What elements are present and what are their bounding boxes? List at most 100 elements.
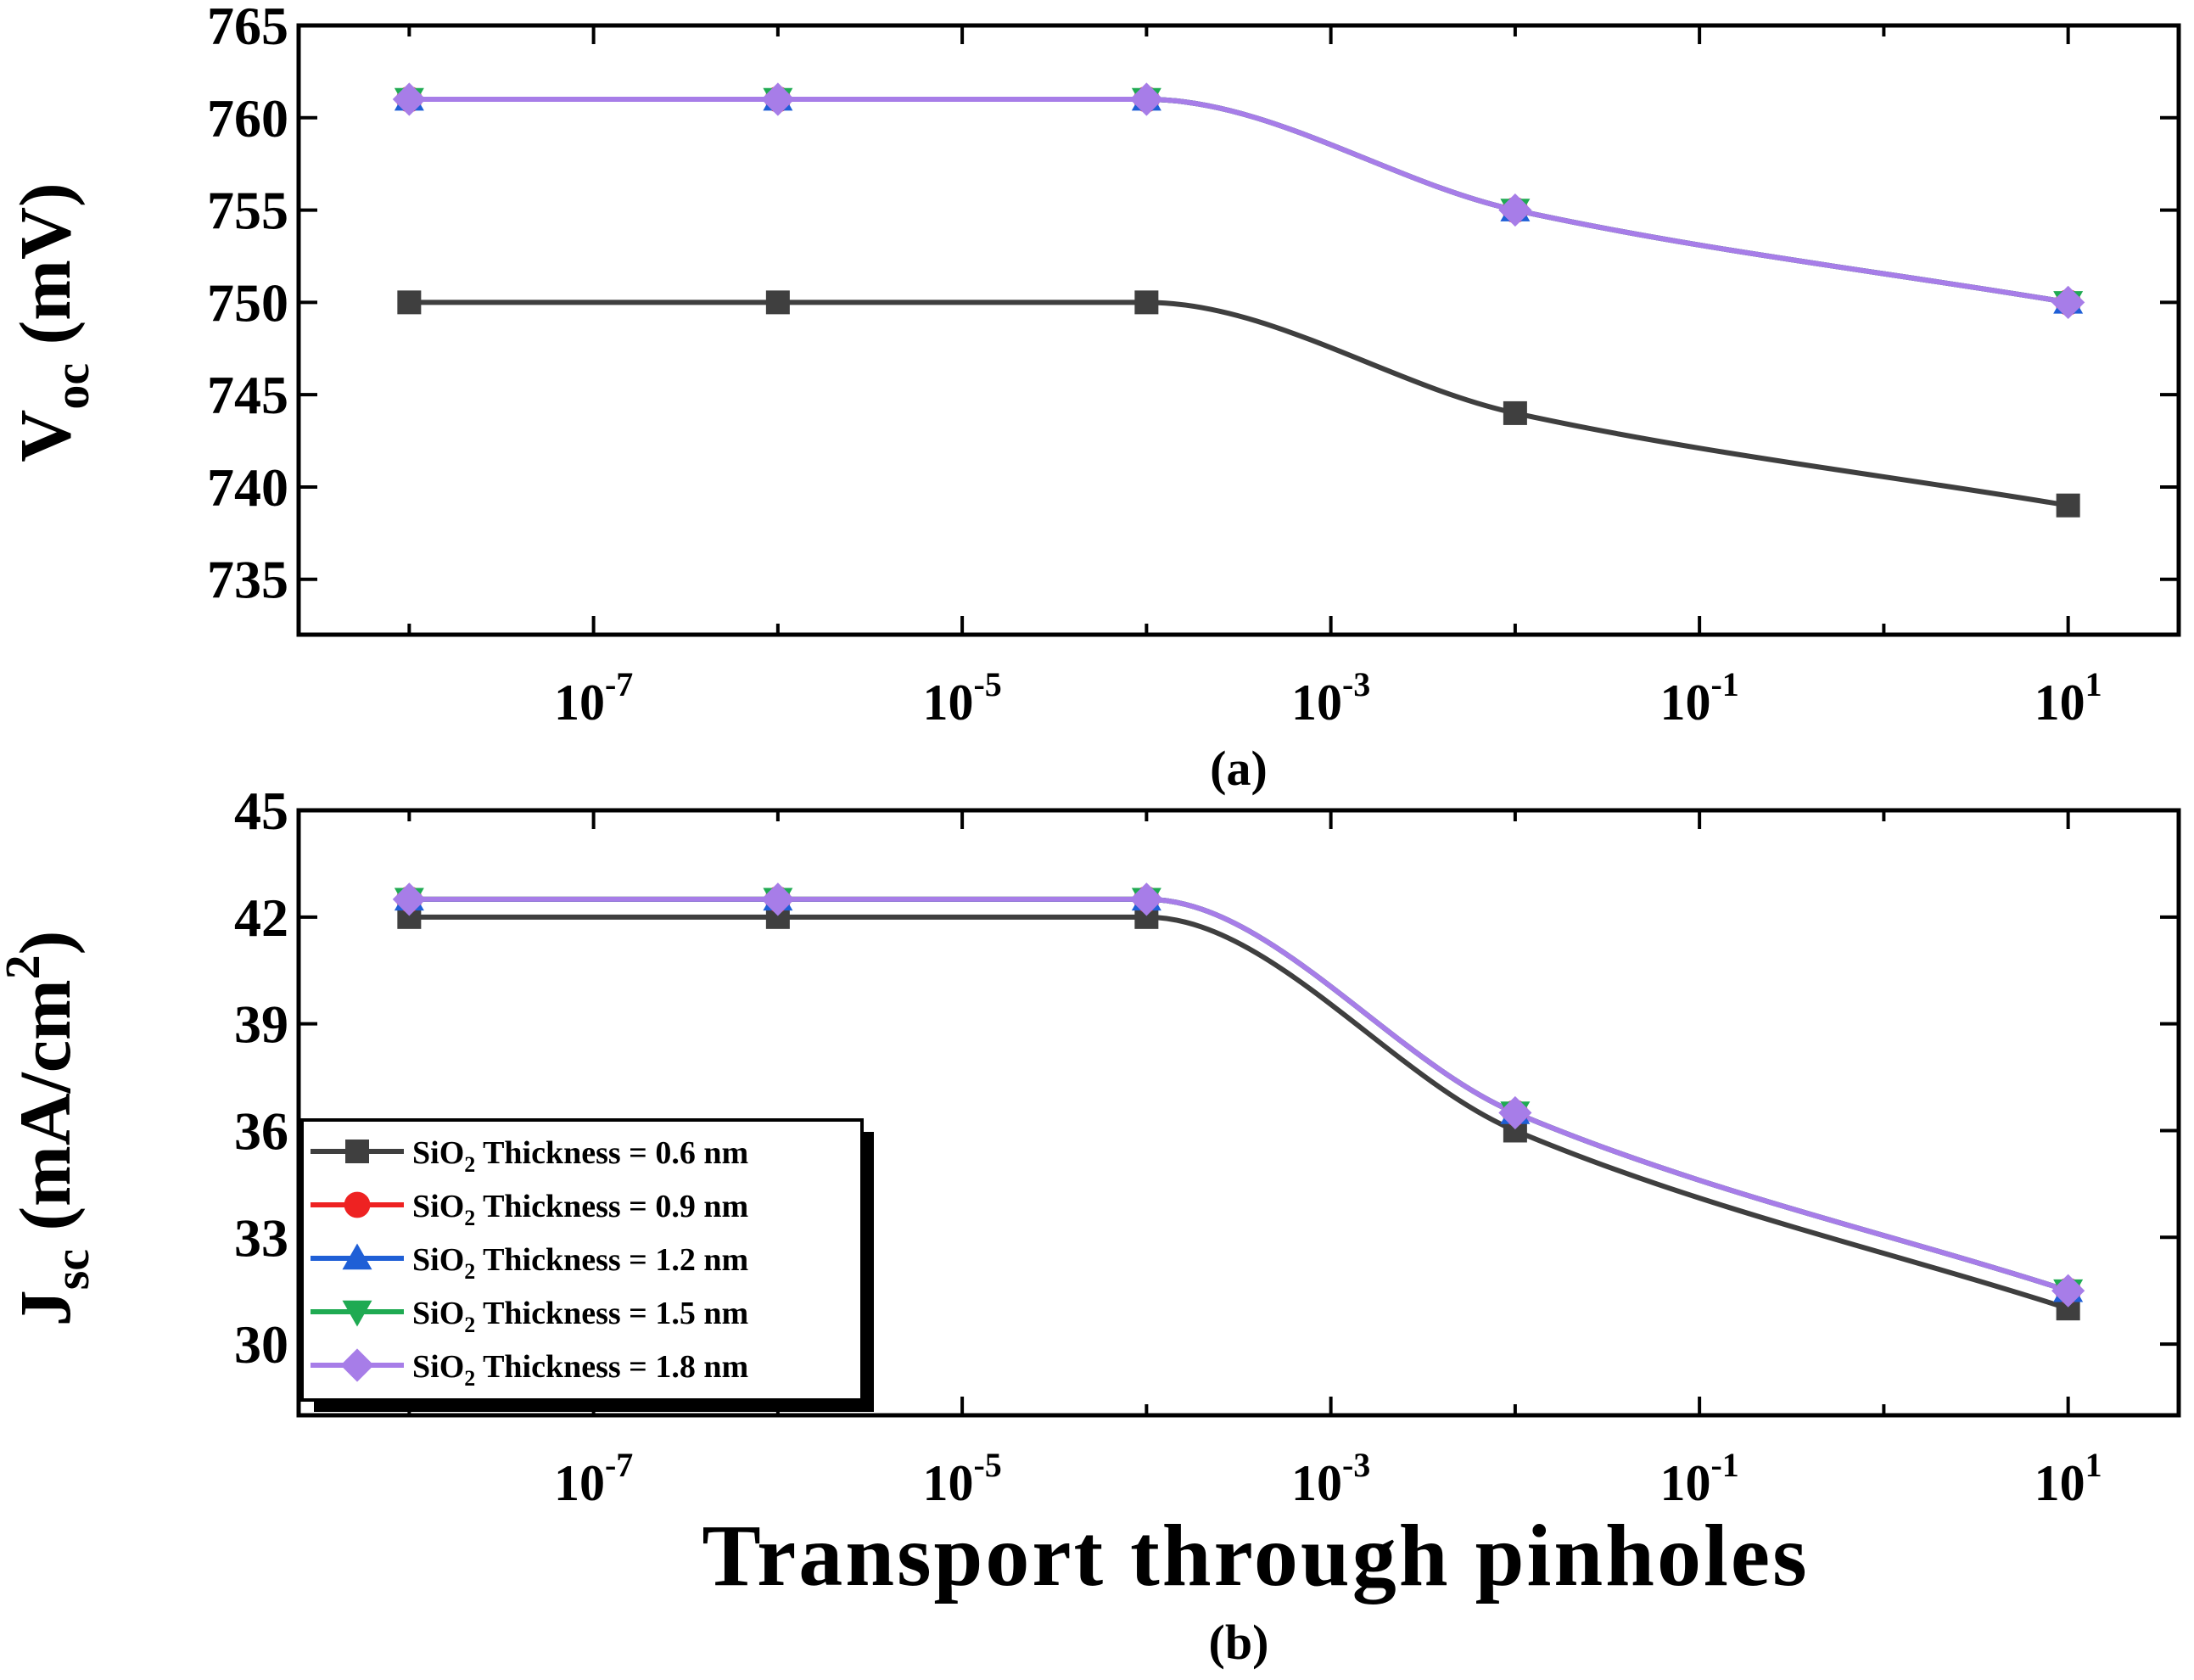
legend-marker — [342, 1243, 372, 1270]
x-tick-base: 10 — [554, 1455, 605, 1511]
x-tick-label: 10-5 — [922, 665, 1001, 731]
data-point-series-5 — [1498, 193, 1532, 227]
x-tick-label: 10-7 — [554, 1446, 633, 1511]
plot-frame — [296, 808, 2181, 1418]
series-line-4 — [409, 97, 2069, 305]
x-tick-label: 10-3 — [1291, 665, 1370, 731]
legend-label-suffix: Thickness = 0.9 nm — [475, 1189, 748, 1224]
data-point-series-5 — [1129, 882, 1163, 916]
x-tick-base: 10 — [2034, 1455, 2085, 1511]
y-axis-label: Jsc (mA/cm2) — [0, 931, 99, 1327]
x-tick-exponent: 1 — [2085, 1446, 2102, 1484]
x-tick-exponent: -7 — [605, 665, 633, 703]
y-tick-label: 36 — [234, 1100, 288, 1161]
series-line-5 — [409, 97, 2069, 305]
x-tick-base: 10 — [2034, 675, 2085, 731]
y-tick-label: 30 — [234, 1314, 288, 1375]
x-tick-exponent: -1 — [1710, 1446, 1738, 1484]
plot-frame — [296, 23, 2181, 637]
y-axis-label-subscript: oc — [44, 363, 99, 410]
data-point-series-1 — [397, 290, 422, 315]
x-tick-label: 101 — [2034, 665, 2102, 731]
y-axis-label-superscript: 2 — [0, 955, 50, 979]
y-tick-label: 39 — [234, 994, 288, 1055]
y-tick-label: 45 — [234, 781, 288, 841]
y-axis-label-close: ) — [4, 931, 86, 955]
x-tick-exponent: -5 — [973, 1446, 1001, 1484]
x-tick-base: 10 — [1659, 1455, 1710, 1511]
y-tick-label: 33 — [234, 1207, 288, 1268]
legend-entry-label: SiO2 Thickness = 0.9 nm — [412, 1189, 748, 1230]
legend-label-suffix: Thickness = 0.6 nm — [475, 1135, 748, 1171]
y-tick-label: 745 — [207, 365, 288, 425]
x-tick-label: 10-1 — [1659, 1446, 1738, 1511]
x-tick-base: 10 — [922, 1455, 973, 1511]
data-point-series-1 — [765, 290, 790, 315]
panel-label: (a) — [1210, 741, 1268, 796]
y-tick-label: 760 — [207, 88, 288, 148]
series-line-1 — [409, 300, 2069, 508]
y-axis-label-unit: (mV) — [4, 182, 86, 363]
y-axis-label-main: V — [4, 410, 86, 462]
data-point-series-5 — [2051, 285, 2085, 319]
x-tick-base: 10 — [1291, 1455, 1342, 1511]
x-tick-base: 10 — [1291, 675, 1342, 731]
y-tick-label: 750 — [207, 272, 288, 333]
x-tick-base: 10 — [554, 675, 605, 731]
legend-label-subscript: 2 — [464, 1259, 475, 1284]
legend-label-prefix: SiO — [412, 1189, 464, 1224]
panel-a-voc-chart: 10-7 10-5 10-3 10-1 101735740745750755760765… — [4, 0, 2181, 796]
x-tick-exponent: -3 — [1342, 665, 1370, 703]
data-point-series-5 — [1129, 82, 1163, 116]
x-tick-base: 10 — [1659, 675, 1710, 731]
legend-label-suffix: Thickness = 1.8 nm — [475, 1349, 748, 1385]
legend-label-subscript: 2 — [464, 1366, 475, 1391]
legend-marker — [345, 1140, 369, 1163]
x-tick-exponent: -1 — [1710, 665, 1738, 703]
y-axis-label-subscript: sc — [44, 1249, 99, 1290]
legend-entry-label: SiO2 Thickness = 1.5 nm — [412, 1296, 748, 1337]
legend-marker — [344, 1191, 371, 1218]
legend-label-prefix: SiO — [412, 1242, 464, 1278]
x-tick-label: 10-5 — [922, 1446, 1001, 1511]
y-tick-label: 735 — [207, 550, 288, 610]
legend-entry-label: SiO2 Thickness = 1.8 nm — [412, 1349, 748, 1391]
legend-marker — [342, 1300, 372, 1327]
y-axis-label-main: J — [4, 1290, 86, 1326]
data-point-series-5 — [392, 82, 426, 116]
x-tick-label: 10-3 — [1291, 1446, 1370, 1511]
legend-label-subscript: 2 — [464, 1152, 475, 1177]
legend-label-suffix: Thickness = 1.2 nm — [475, 1242, 748, 1278]
data-point-series-5 — [2051, 1274, 2085, 1308]
legend-label-suffix: Thickness = 1.5 nm — [475, 1296, 748, 1331]
y-axis-label: Voc (mV) — [4, 182, 99, 462]
legend-label-subscript: 2 — [464, 1313, 475, 1337]
data-point-series-5 — [761, 82, 795, 116]
y-tick-label: 755 — [207, 181, 288, 241]
y-axis-label-unit: (mA/cm — [4, 979, 86, 1249]
y-tick-label: 740 — [207, 457, 288, 518]
legend-label-subscript: 2 — [464, 1206, 475, 1230]
legend-marker — [340, 1348, 374, 1382]
series-line-1 — [409, 914, 2069, 1312]
series-line-3 — [409, 97, 2069, 305]
x-tick-exponent: -5 — [973, 665, 1001, 703]
y-tick-label: 765 — [207, 0, 288, 56]
data-point-series-1 — [1134, 290, 1159, 315]
data-point-series-5 — [392, 882, 426, 916]
x-axis-title: Transport through pinholes — [702, 1507, 1809, 1604]
x-tick-base: 10 — [922, 675, 973, 731]
x-tick-exponent: -3 — [1342, 1446, 1370, 1484]
series-line-5 — [409, 896, 2069, 1294]
panel-label: (b) — [1209, 1615, 1269, 1670]
x-tick-label: 101 — [2034, 1446, 2102, 1511]
data-point-series-5 — [1498, 1095, 1532, 1130]
data-point-series-5 — [761, 882, 795, 916]
x-tick-exponent: 1 — [2085, 665, 2102, 703]
x-tick-exponent: -7 — [605, 1446, 633, 1484]
series-line-2 — [409, 97, 2069, 305]
legend-entry-label: SiO2 Thickness = 0.6 nm — [412, 1135, 748, 1177]
